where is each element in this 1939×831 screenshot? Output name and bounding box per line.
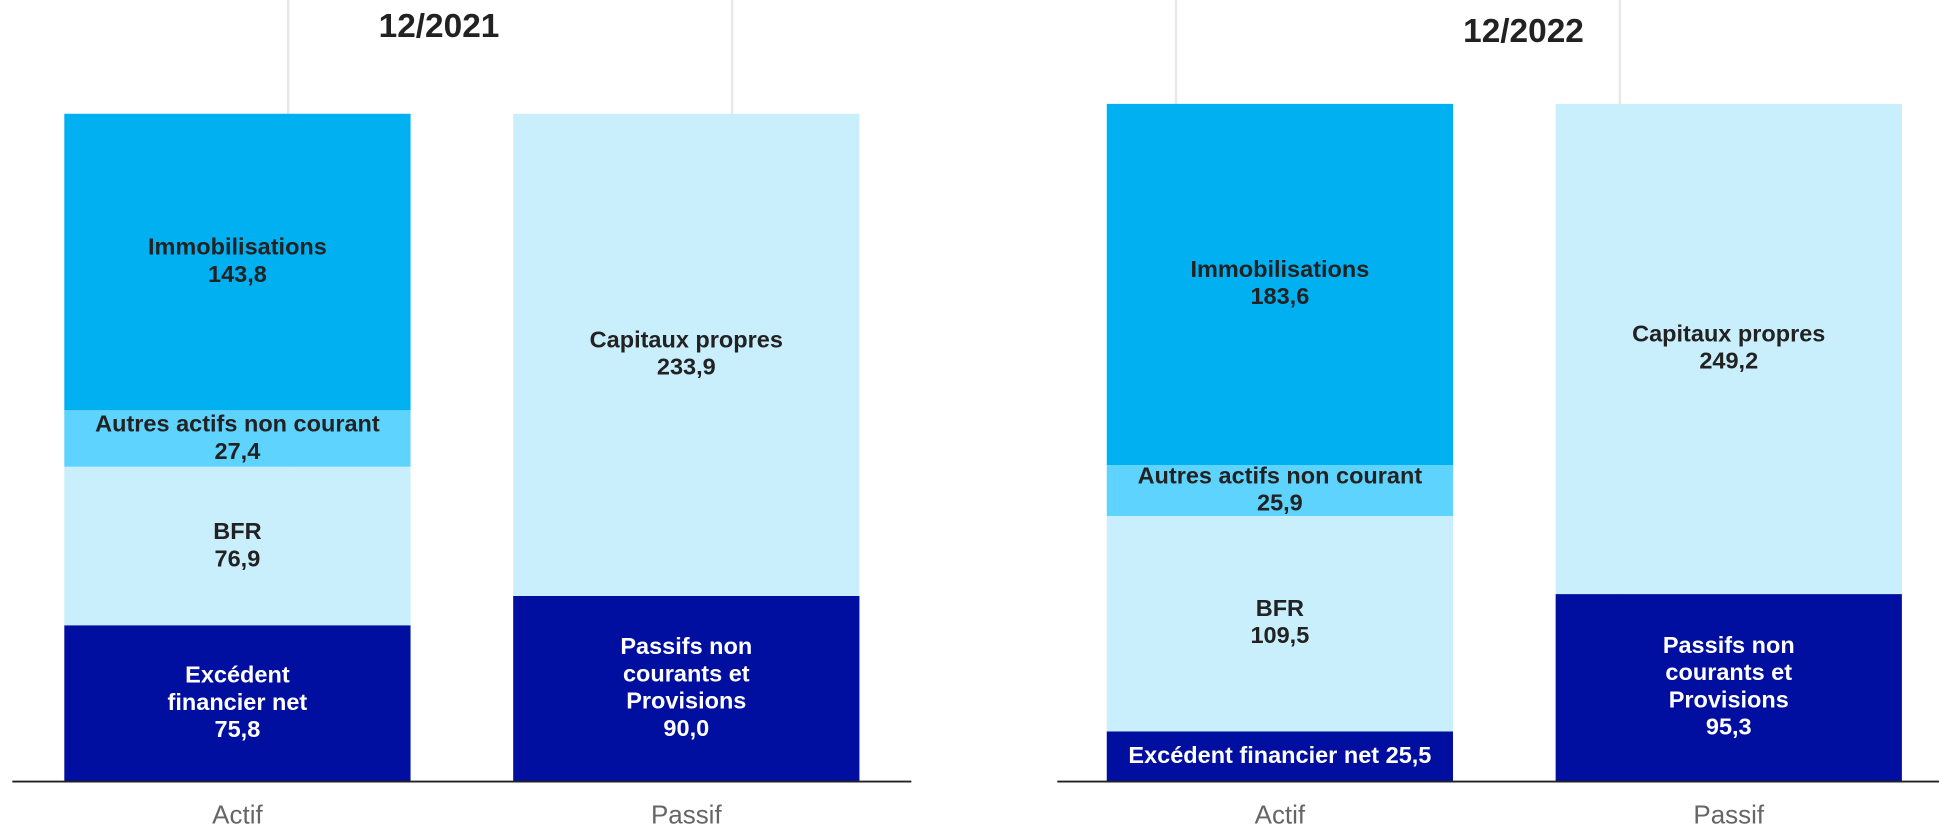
bar-segment [64,625,411,782]
bar-segment [1555,103,1902,595]
bar-segment [1106,731,1454,782]
chart-title: 12/2022 [1463,12,1584,50]
bar-segment [1555,594,1902,782]
bar-segment [64,410,411,467]
bar-segment [1106,103,1454,466]
bar-segment [1106,515,1454,732]
x-tick-label: Actif [1254,801,1306,830]
bar-segment [1106,465,1454,516]
bar-segment [64,466,411,626]
bar-segment [513,595,860,782]
chart-title: 12/2021 [378,7,500,45]
bar-segment [64,113,411,411]
x-tick-label: Actif [212,801,263,830]
x-tick-label: Passif [1693,801,1765,830]
x-tick-label: Passif [650,801,722,830]
bar-segment [513,113,860,596]
